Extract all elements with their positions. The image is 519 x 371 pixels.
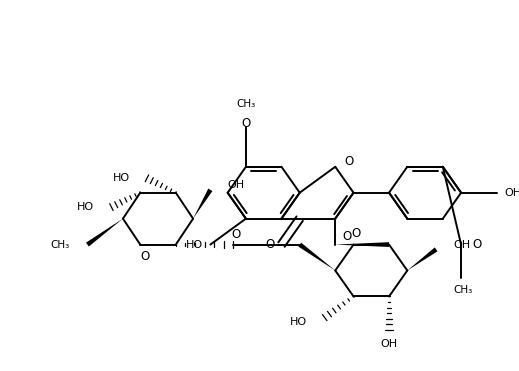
Text: O: O bbox=[141, 250, 149, 263]
Text: HO: HO bbox=[290, 317, 307, 327]
Text: OH: OH bbox=[228, 180, 245, 190]
Text: O: O bbox=[344, 154, 353, 167]
Text: HO: HO bbox=[113, 173, 130, 183]
Polygon shape bbox=[335, 242, 389, 247]
Text: O: O bbox=[352, 227, 361, 240]
Polygon shape bbox=[193, 188, 212, 219]
Text: O: O bbox=[241, 117, 251, 130]
Text: O: O bbox=[473, 238, 482, 251]
Text: O: O bbox=[342, 230, 351, 243]
Polygon shape bbox=[407, 247, 438, 270]
Text: CH₃: CH₃ bbox=[454, 285, 473, 295]
Polygon shape bbox=[298, 243, 335, 270]
Text: OH: OH bbox=[454, 240, 471, 250]
Text: O: O bbox=[231, 229, 241, 242]
Text: OH: OH bbox=[380, 338, 398, 348]
Text: O: O bbox=[265, 238, 275, 251]
Text: CH₃: CH₃ bbox=[51, 240, 70, 250]
Polygon shape bbox=[86, 219, 123, 246]
Text: HO: HO bbox=[77, 202, 94, 212]
Text: CH₃: CH₃ bbox=[236, 99, 255, 109]
Text: OH: OH bbox=[504, 188, 519, 198]
Text: HO: HO bbox=[186, 240, 203, 250]
